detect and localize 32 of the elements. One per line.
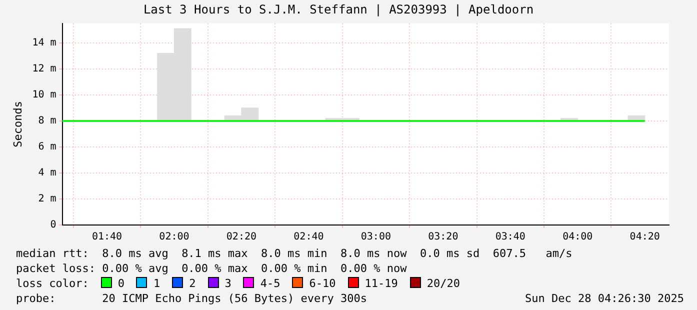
text: packet loss: 0.00 % avg 0.00 % max 0.00 % min 0.00 % now <box>16 262 407 275</box>
y-tick-label: 10 m <box>32 90 56 101</box>
text: 11-19 <box>364 277 398 290</box>
text: 2 <box>189 277 196 290</box>
x-tick-label: 03:40 <box>495 232 526 243</box>
x-tick-label: 03:00 <box>360 232 391 243</box>
text: 6-10 <box>309 277 336 290</box>
text: 20/20 <box>426 277 460 290</box>
y-axis-title: Seconds <box>11 101 24 148</box>
y-tick-label: 0 <box>50 220 56 231</box>
x-tick-label: 04:20 <box>630 232 660 243</box>
text: 1 <box>153 277 160 290</box>
text: median rtt: 8.0 ms avg 8.1 ms max 8.0 ms min 8.0 ms now 0.0 ms sd 607.5 am/s <box>16 247 572 260</box>
y-tick-label: 6 m <box>38 142 56 153</box>
x-tick-label: 02:40 <box>294 232 324 243</box>
x-tick-label: 01:40 <box>92 232 122 243</box>
x-tick-label: 04:00 <box>562 232 593 243</box>
chart-title: Last 3 Hours to S.J.M. Steffann | AS203993 | Apeldoorn <box>143 2 534 16</box>
y-tick-label: 12 m <box>32 64 56 75</box>
text: 3 <box>224 277 232 290</box>
x-tick-label: 03:20 <box>428 232 458 243</box>
text: 4-5 <box>260 277 280 290</box>
x-tick-label: 02:00 <box>159 232 190 243</box>
y-tick-label: 4 m <box>38 168 56 179</box>
y-tick-label: 14 m <box>32 38 56 49</box>
y-tick-label: 8 m <box>38 116 56 127</box>
text: 0 <box>118 277 124 290</box>
text: loss color: <box>16 277 89 290</box>
y-tick-label: 2 m <box>38 194 56 205</box>
text: probe: 20 ICMP Echo Pings (56 Bytes) every 300s <box>16 292 367 305</box>
text: Sun Dec 28 04:26:30 2025 <box>525 291 684 306</box>
x-tick-label: 02:20 <box>226 232 257 243</box>
